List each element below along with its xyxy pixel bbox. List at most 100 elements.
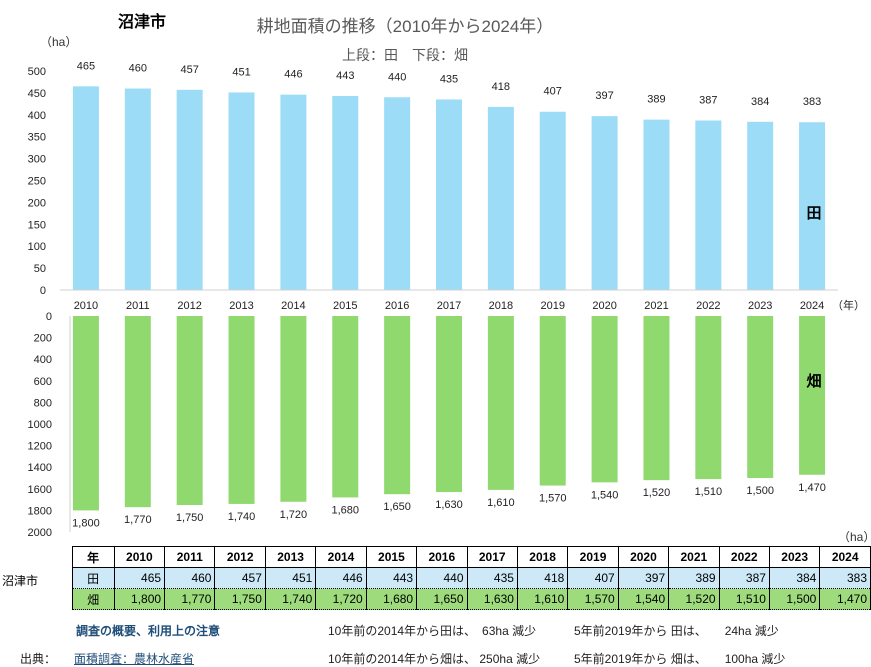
ta-y-tick-label: 300 (28, 154, 46, 166)
ha-bar (124, 316, 151, 508)
ta-bar-value-label: 440 (388, 71, 406, 83)
chart-subtitle: 上段：田 下段：畑 (342, 47, 468, 63)
ta-bar (384, 97, 411, 290)
city-name: 沼津市 (118, 14, 167, 31)
ha-bar-value-label: 1,610 (487, 497, 515, 509)
table-cell: 1,770 (164, 588, 216, 610)
year-header: 2016 (416, 546, 468, 568)
ha-bar-value-label: 1,740 (228, 511, 256, 523)
ha-bar-value-label: 1,750 (176, 512, 204, 524)
ta-bar (72, 86, 99, 290)
ha-bar (799, 316, 826, 475)
ta-bar-value-label: 446 (284, 69, 302, 81)
row-name: 田 (71, 567, 115, 589)
table-cell: 1,520 (668, 588, 720, 610)
table-cell: 1,680 (365, 588, 418, 610)
table-cell: 465 (113, 567, 166, 589)
ta-bar (487, 106, 514, 290)
ha-bar (695, 316, 722, 480)
table-cell: 384 (768, 567, 821, 589)
year-header: 2012 (214, 546, 266, 568)
ta-bar-value-label: 384 (751, 96, 769, 108)
year-header: 2023 (768, 546, 821, 568)
year-tick-label: 2017 (437, 300, 461, 312)
ta-bar (280, 94, 307, 290)
year-header: 2022 (718, 546, 770, 568)
table-cell: 440 (416, 567, 468, 589)
ha-series-label: 畑 (805, 373, 821, 390)
table-cell: 435 (466, 567, 518, 589)
ha-bar-value-label: 1,770 (124, 514, 152, 526)
year-header: 2020 (617, 546, 670, 568)
year-header: 2014 (315, 546, 367, 568)
note-ta-10yr: 10年前の2014年から田は、 63ha 減少 (328, 624, 537, 638)
year-tick-label: 2021 (644, 300, 668, 312)
overview-link[interactable]: 調査の概要、利用上の注意 (76, 624, 221, 638)
table-cell: 397 (617, 567, 670, 589)
ta-bar-value-label: 435 (440, 73, 458, 85)
ta-series-label: 田 (806, 205, 821, 222)
ha-bar-value-label: 1,470 (798, 482, 826, 494)
source-link[interactable]: 面積調査：農林水産省 (74, 652, 195, 666)
ha-bar (539, 316, 566, 486)
ta-bar (332, 95, 359, 290)
table-cell: 389 (668, 567, 720, 589)
ta-bar (695, 120, 722, 290)
ha-bar (747, 316, 774, 478)
ha-y-tick-label: 1000 (28, 419, 52, 431)
ta-y-tick-label: 450 (28, 88, 46, 100)
ha-y-tick-label: 600 (34, 376, 52, 388)
table-cell: 1,630 (466, 588, 518, 610)
ta-y-tick-label: 400 (28, 110, 46, 122)
ha-bar-value-label: 1,680 (332, 504, 360, 516)
year-tick-label: 2018 (489, 300, 513, 312)
ha-y-tick-label: 200 (34, 333, 52, 345)
year-tick-label: 2013 (229, 300, 253, 312)
ha-y-tick-label: 800 (34, 397, 52, 409)
year-header: 2024 (819, 546, 871, 568)
ta-bar-value-label: 418 (492, 81, 510, 93)
year-header: 2015 (365, 546, 418, 568)
ha-bar (72, 316, 99, 511)
ha-bar (228, 316, 255, 504)
table-cell: 1,510 (718, 588, 770, 610)
year-tick-label: 2024 (800, 300, 824, 312)
table-cell: 451 (264, 567, 317, 589)
ta-bar (228, 92, 255, 290)
ha-y-tick-label: 2000 (28, 527, 52, 539)
table-cell: 1,610 (516, 588, 569, 610)
table-cell: 387 (718, 567, 770, 589)
ha-y-tick-label: 1600 (28, 484, 52, 496)
table-cell: 1,740 (264, 588, 317, 610)
data-table: 年 2010 2011 2012 2013 2014 2015 2016 2017 2018 201… (0, 546, 871, 610)
table-cell: 1,500 (768, 588, 821, 610)
ta-bar-value-label: 443 (336, 70, 354, 82)
ha-bar-value-label: 1,540 (591, 489, 619, 501)
year-header: 2018 (516, 546, 569, 568)
year-tick-label: 2014 (281, 300, 305, 312)
table-cell: 457 (214, 567, 266, 589)
ha-bar-value-label: 1,650 (383, 501, 411, 513)
ha-y-tick-label: 1200 (28, 441, 52, 453)
table-cell: 407 (567, 567, 619, 589)
ta-bar-value-label: 460 (129, 63, 147, 75)
table-header-row: 年 2010 2011 2012 2013 2014 2015 2016 2017 2018 201… (0, 546, 871, 568)
year-header: 2010 (113, 546, 166, 568)
ha-y-tick-label: 1800 (28, 505, 52, 517)
farmland-chart: 0 50 100 150 200 250 300 350 400 450 500 465 460 457 4… (28, 60, 865, 539)
ta-bar (747, 121, 774, 290)
ta-bar-value-label: 457 (180, 64, 198, 76)
ta-y-tick-label: 0 (40, 285, 46, 297)
unit-label-top: （ha） (40, 35, 78, 49)
ta-y-tick-label: 50 (34, 263, 46, 275)
table-cell: 1,470 (819, 588, 871, 610)
row-name: 畑 (71, 588, 115, 610)
ha-bar (176, 316, 203, 505)
ha-bar (487, 316, 514, 490)
year-tick-label: 2015 (333, 300, 357, 312)
year-header: 2019 (567, 546, 619, 568)
chart-title: 耕地面積の推移（2010年から2024年） (256, 17, 554, 36)
table-cell: 383 (819, 567, 871, 589)
ha-y-tick-label: 0 (46, 311, 52, 323)
note-ta-5yr: 5年前2019年から 田は、 24ha 減少 (574, 624, 779, 638)
